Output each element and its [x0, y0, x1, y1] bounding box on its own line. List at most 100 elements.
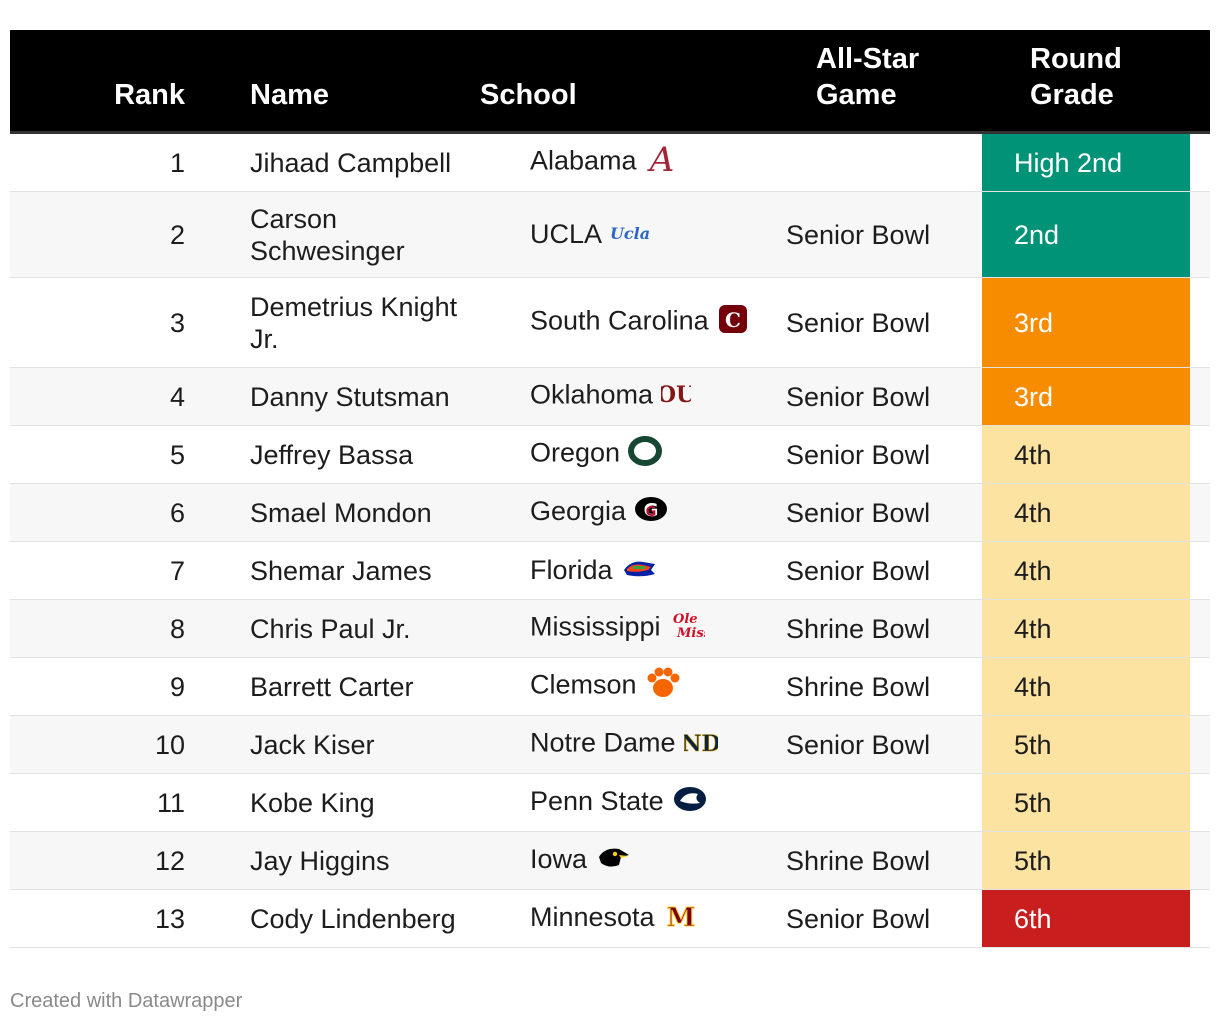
school-name: Florida	[530, 554, 613, 585]
school-cell: Iowa	[490, 832, 756, 889]
school-name: Georgia	[530, 495, 627, 526]
round-grade: 5th	[982, 832, 1190, 889]
round-grade: 4th	[982, 658, 1190, 715]
header-name[interactable]: Name	[250, 79, 329, 111]
table-row: 12 Jay Higgins Iowa Shrine Bowl 5th	[10, 832, 1210, 890]
player-name: Jeffrey Bassa	[250, 439, 414, 470]
oregon-logo-icon	[628, 436, 663, 473]
school-cell: Georgia G G	[490, 484, 756, 541]
school-cell-inner: Oklahoma OU	[530, 376, 695, 417]
round-grade: 4th	[982, 600, 1190, 657]
player-name: Danny Stutsman	[250, 381, 450, 412]
school-cell: UCLA Ucla	[490, 192, 756, 277]
player-name: Kobe King	[250, 787, 375, 818]
header-round-grade[interactable]: Round Grade	[1030, 43, 1122, 111]
round-grade: 4th	[982, 542, 1190, 599]
all-star-game: Senior Bowl	[786, 497, 931, 528]
svg-text:A: A	[646, 142, 674, 176]
table-row: 1 Jihaad Campbell Alabama A High 2nd	[10, 134, 1210, 192]
round-grade: 3rd	[982, 278, 1190, 367]
datawrapper-credit[interactable]: Created with Datawrapper	[10, 990, 243, 1012]
school-name: Oklahoma	[530, 379, 654, 410]
all-star-game: Senior Bowl	[786, 729, 931, 760]
round-grade: High 2nd	[982, 134, 1190, 191]
school-name: Alabama	[530, 145, 637, 176]
all-star-game: Senior Bowl	[786, 307, 931, 338]
school-cell-inner: Minnesota M	[530, 901, 699, 935]
round-grade: 5th	[982, 716, 1190, 773]
header-school[interactable]: School	[480, 79, 577, 111]
all-star-game	[756, 774, 982, 831]
all-star-game: Senior Bowl	[786, 381, 931, 412]
all-star-game: Senior Bowl	[786, 439, 931, 470]
school-cell: Oregon	[490, 426, 756, 483]
table-row: 6 Smael Mondon Georgia G G Senior Bowl 4th	[10, 484, 1210, 542]
rank-cell: 10	[154, 729, 185, 760]
alabama-logo-icon: A	[645, 140, 679, 183]
table-row: 2 Carson Schwesinger UCLA Ucla Senior Bowl 2n…	[10, 192, 1210, 278]
school-name: Oregon	[530, 437, 621, 468]
school-cell-inner: Mississippi OleMiss	[530, 609, 712, 648]
school-cell: Oklahoma OU	[490, 368, 756, 425]
school-cell-inner: UCLA Ucla	[530, 218, 650, 252]
header-rank[interactable]: Rank	[114, 79, 185, 111]
table-body: 1 Jihaad Campbell Alabama A High 2nd 2 Carson …	[10, 134, 1210, 948]
round-grade: 5th	[982, 774, 1190, 831]
all-star-game: Senior Bowl	[786, 903, 931, 934]
table-header: Rank Name School All-Star Game Round Gra…	[10, 30, 1210, 134]
ole-miss-logo-icon: OleMiss	[669, 609, 712, 648]
svg-text:OU: OU	[661, 382, 691, 408]
all-star-game: Shrine Bowl	[786, 613, 931, 644]
school-cell-inner: Notre Dame ND	[530, 725, 721, 764]
round-grade: 3rd	[982, 368, 1190, 425]
all-star-game: Senior Bowl	[786, 219, 931, 250]
table-row: 5 Jeffrey Bassa Oregon Senior Bowl 4th	[10, 426, 1210, 484]
school-name: Minnesota	[530, 902, 655, 933]
school-cell-inner: Penn State	[530, 785, 708, 820]
table-row: 11 Kobe King Penn State 5th	[10, 774, 1210, 832]
rank-cell: 1	[169, 147, 185, 178]
player-name: Shemar James	[250, 555, 432, 586]
notre-dame-logo-icon: ND	[681, 725, 721, 764]
school-cell: Alabama A	[490, 134, 756, 191]
ucla-logo-icon: Ucla	[610, 219, 650, 251]
school-name: Notre Dame	[530, 727, 676, 758]
player-name: Jay Higgins	[250, 845, 390, 876]
school-name: Clemson	[530, 669, 637, 700]
school-cell-inner: Alabama A	[530, 140, 679, 183]
svg-text:G: G	[646, 505, 657, 520]
school-cell: South Carolina C	[490, 278, 756, 367]
iowa-logo-icon	[595, 845, 631, 878]
round-grade: 6th	[982, 890, 1190, 947]
rank-cell: 4	[169, 381, 185, 412]
rank-cell: 11	[156, 787, 185, 818]
clemson-logo-icon	[645, 666, 681, 707]
svg-text:C: C	[725, 308, 741, 332]
table-row: 4 Danny Stutsman Oklahoma OU Senior Bowl 3rd	[10, 368, 1210, 426]
school-name: Penn State	[530, 785, 664, 816]
rank-cell: 3	[169, 307, 185, 338]
rankings-table: Rank Name School All-Star Game Round Gra…	[10, 30, 1210, 948]
school-cell: Penn State	[490, 774, 756, 831]
svg-text:ND: ND	[684, 731, 718, 757]
table-row: 13 Cody Lindenberg Minnesota M Senior Bowl 6t…	[10, 890, 1210, 948]
svg-text:Ole: Ole	[673, 612, 698, 627]
round-grade: 4th	[982, 484, 1190, 541]
rank-cell: 12	[154, 845, 185, 876]
rank-cell: 13	[154, 903, 185, 934]
table-row: 3 Demetrius Knight Jr. South Carolina C Seni…	[10, 278, 1210, 368]
all-star-game	[756, 134, 982, 191]
table-row: 9 Barrett Carter Clemson Shrine Bowl 4th	[10, 658, 1210, 716]
rank-cell: 8	[169, 613, 185, 644]
table-row: 7 Shemar James Florida Senior Bowl 4th	[10, 542, 1210, 600]
player-name: Barrett Carter	[250, 671, 414, 702]
school-cell: Minnesota M	[490, 890, 756, 947]
player-name: Cody Lindenberg	[250, 903, 456, 934]
school-name: South Carolina	[530, 305, 709, 336]
rank-cell: 6	[169, 497, 185, 528]
minnesota-logo-icon: M	[663, 902, 699, 936]
header-all-star-game[interactable]: All-Star Game	[816, 43, 920, 111]
svg-text:Ucla: Ucla	[610, 224, 650, 243]
school-cell-inner: Oregon	[530, 436, 663, 473]
